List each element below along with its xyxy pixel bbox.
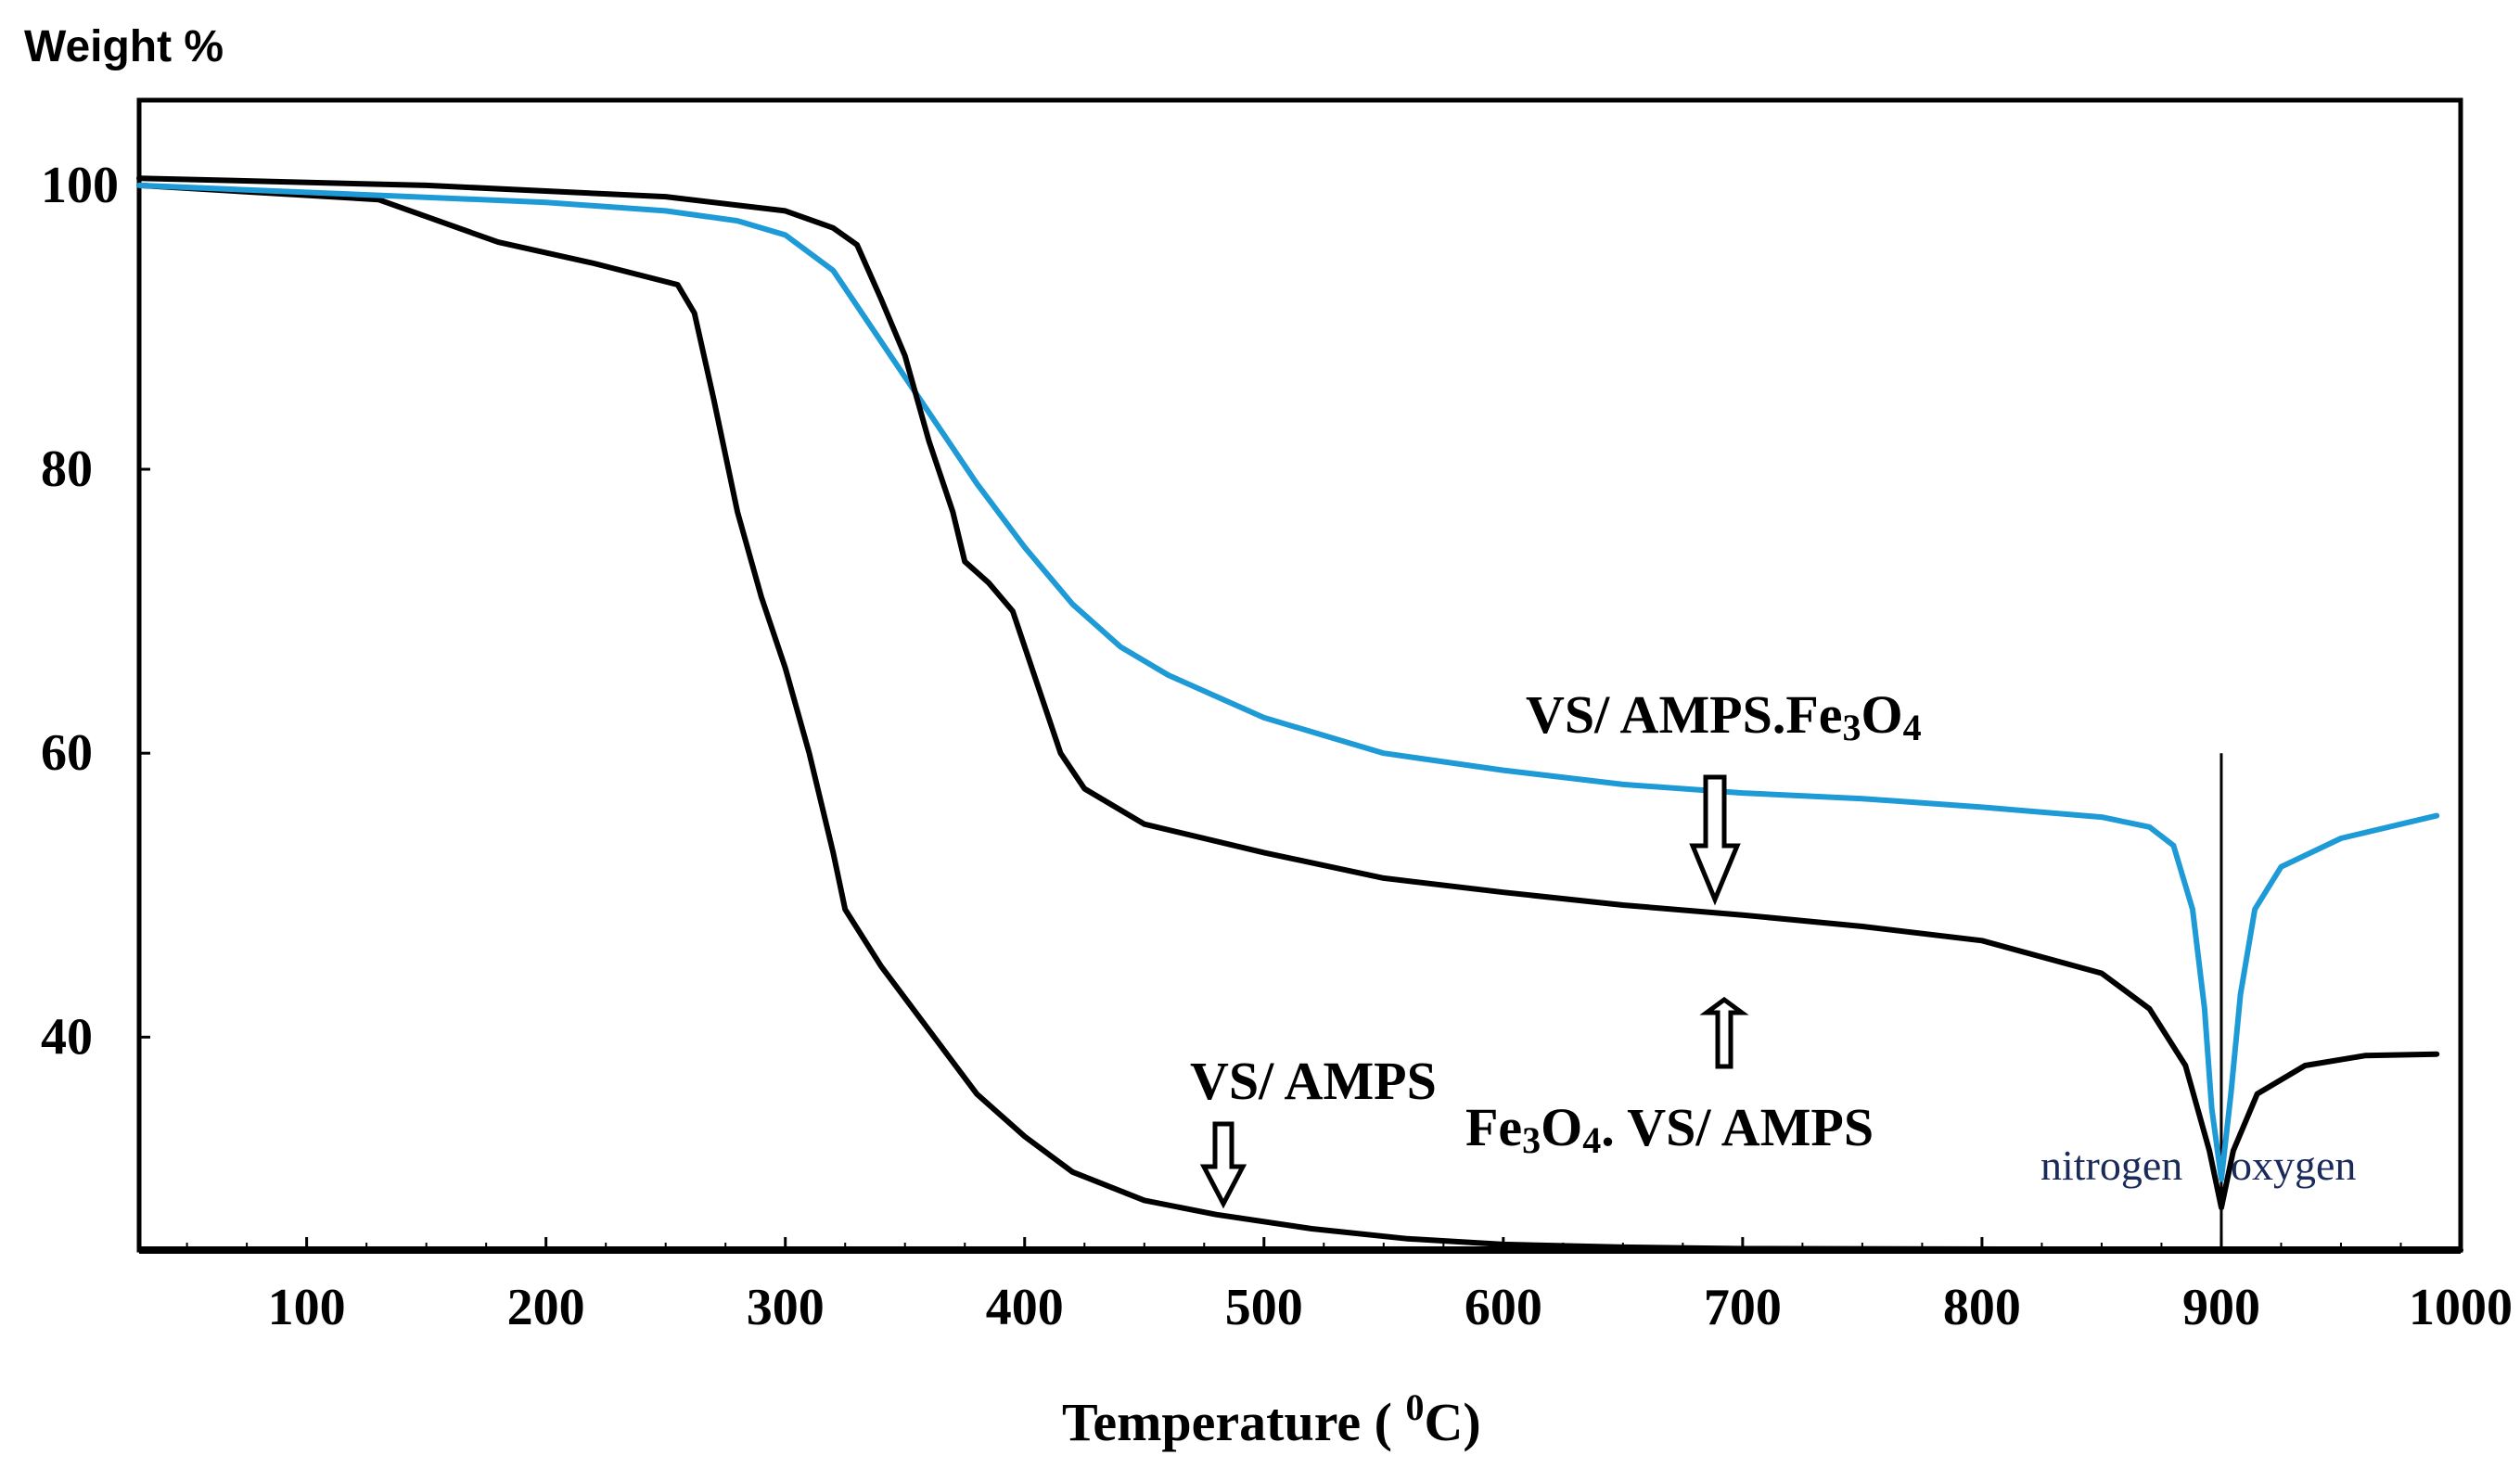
x-tick-label: 400 — [986, 1279, 1064, 1336]
arrow-up-icon — [1699, 996, 1749, 1069]
x-tick-label: 700 — [1704, 1279, 1782, 1336]
annotation-fe3o4-vs-amps: Fe3O4. VS/ AMPS — [1465, 1097, 1874, 1161]
series-group — [136, 175, 2463, 1253]
arrow-down-icon — [1689, 774, 1741, 906]
oxygen-label: oxygen — [2231, 1142, 2356, 1189]
annotation-vs-amps: VS/ AMPS — [1190, 1051, 1437, 1111]
y-axis-label: Weight % — [24, 22, 224, 71]
series-fe3o4-vs-amps — [136, 175, 2440, 1211]
x-tick-label: 800 — [1943, 1279, 2021, 1336]
y-tick-label: 60 — [41, 724, 93, 782]
y-tick-label: 40 — [41, 1008, 93, 1066]
series-vs-amps-fe3o4 — [136, 182, 2440, 1182]
x-tick-label: 900 — [2182, 1279, 2260, 1336]
y-tick-label: 80 — [41, 440, 93, 498]
annotation-vs-amps-fe3o4: VS/ AMPS.Fe3O4 — [1526, 684, 1922, 748]
x-tick-label: 200 — [507, 1279, 585, 1336]
y-ticks: 100 80 60 40 — [41, 157, 150, 1066]
x-tick-label: 1000 — [2409, 1279, 2513, 1336]
x-tick-label: 300 — [747, 1279, 825, 1336]
x-tick-label: 500 — [1225, 1279, 1303, 1336]
series-vs-amps — [136, 182, 2463, 1253]
x-tick-label: 100 — [268, 1279, 346, 1336]
x-ticks: 100 200 300 400 500 600 700 800 900 1000 — [268, 1237, 2513, 1336]
x-axis-label: Temperature ( 0C) — [1062, 1386, 1481, 1452]
y-tick-label: 100 — [41, 157, 119, 214]
nitrogen-label: nitrogen — [2040, 1142, 2182, 1189]
x-tick-label: 600 — [1465, 1279, 1542, 1336]
arrow-down-icon — [1199, 1121, 1247, 1209]
